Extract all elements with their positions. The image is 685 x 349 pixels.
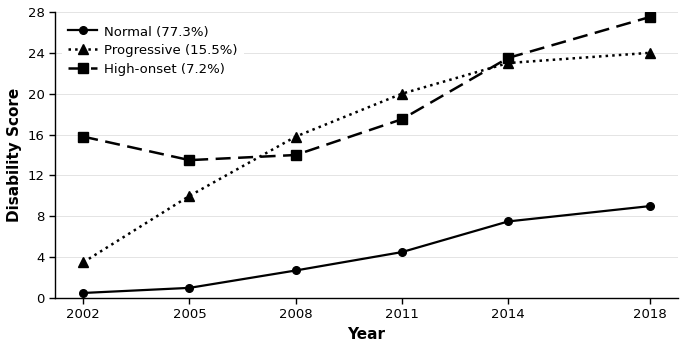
Progressive (15.5%) (504, 61, 512, 65)
Normal (77.3%) (79, 291, 88, 295)
X-axis label: Year: Year (347, 327, 386, 342)
High-onset (7.2%) (646, 15, 654, 19)
Normal (77.3%) (646, 204, 654, 208)
High-onset (7.2%) (292, 153, 300, 157)
Line: Progressive (15.5%): Progressive (15.5%) (79, 48, 654, 267)
High-onset (7.2%) (79, 134, 88, 139)
Progressive (15.5%) (186, 194, 194, 198)
Progressive (15.5%) (292, 134, 300, 139)
Progressive (15.5%) (79, 260, 88, 265)
Normal (77.3%) (186, 286, 194, 290)
Line: Normal (77.3%): Normal (77.3%) (79, 202, 653, 297)
High-onset (7.2%) (398, 117, 406, 121)
Normal (77.3%) (398, 250, 406, 254)
Normal (77.3%) (292, 268, 300, 273)
High-onset (7.2%) (186, 158, 194, 162)
High-onset (7.2%) (504, 56, 512, 60)
Progressive (15.5%) (646, 51, 654, 55)
Progressive (15.5%) (398, 91, 406, 96)
Legend: Normal (77.3%), Progressive (15.5%), High-onset (7.2%): Normal (77.3%), Progressive (15.5%), Hig… (62, 18, 244, 83)
Normal (77.3%) (504, 219, 512, 223)
Y-axis label: Disability Score: Disability Score (7, 88, 22, 222)
Line: High-onset (7.2%): High-onset (7.2%) (79, 13, 654, 165)
